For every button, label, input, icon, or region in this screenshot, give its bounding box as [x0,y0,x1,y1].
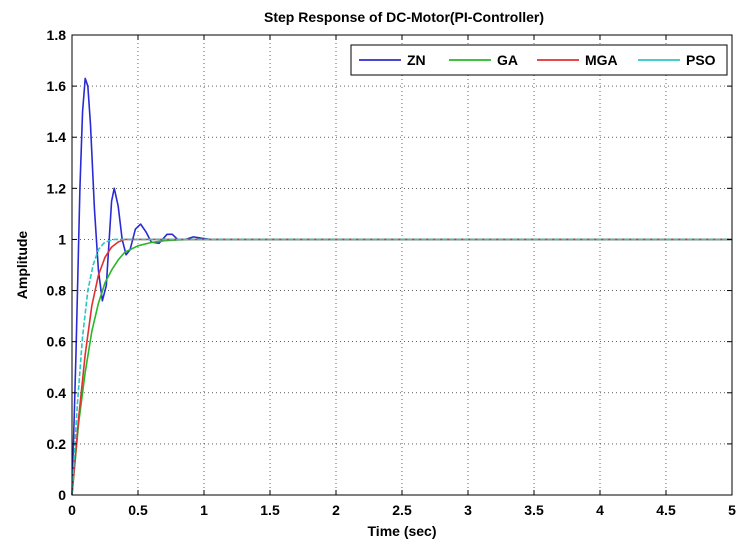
grid-lines [72,35,732,495]
axis-ticks: 0 0.5 1 1.5 2 2.5 3 3.5 4 4.5 5 0 0.2 0.4 0.6 0.8 1 1.2 1.… [47,27,737,518]
x-tick-label: 2 [332,502,340,518]
x-tick-label: 1.5 [260,502,280,518]
x-tick-label: 4 [596,502,604,518]
x-tick-label: 0.5 [128,502,148,518]
x-tick-label: 0 [68,502,76,518]
x-tick-label: 4.5 [656,502,676,518]
y-tick-label: 1.2 [47,180,67,196]
series-line-pso [71,238,732,496]
y-tick-label: 1.6 [47,78,67,94]
y-tick-label: 0.4 [47,385,67,401]
y-tick-label: 1.8 [47,27,67,43]
y-tick-label: 1.4 [47,129,67,145]
y-tick-label: 1 [58,231,66,247]
series-lines [71,77,732,496]
x-tick-label: 1 [200,502,208,518]
x-tick-label: 3.5 [524,502,544,518]
x-tick-label: 5 [728,502,736,518]
chart-title: Step Response of DC-Motor(PI-Controller) [264,9,544,25]
y-axis-label: Amplitude [14,231,30,300]
y-tick-label: 0.8 [47,283,67,299]
legend-label-ga: GA [497,52,518,68]
y-tick-label: 0 [58,487,66,503]
legend-label-zn: ZN [407,52,426,68]
legend-label-mga: MGA [585,52,618,68]
x-axis-label: Time (sec) [368,523,437,539]
legend: ZN GA MGA PSO [350,44,728,76]
legend-label-pso: PSO [686,52,716,68]
x-tick-label: 3 [464,502,472,518]
x-tick-label: 2.5 [392,502,412,518]
y-tick-label: 0.6 [47,334,67,350]
y-tick-label: 0.2 [47,436,67,452]
